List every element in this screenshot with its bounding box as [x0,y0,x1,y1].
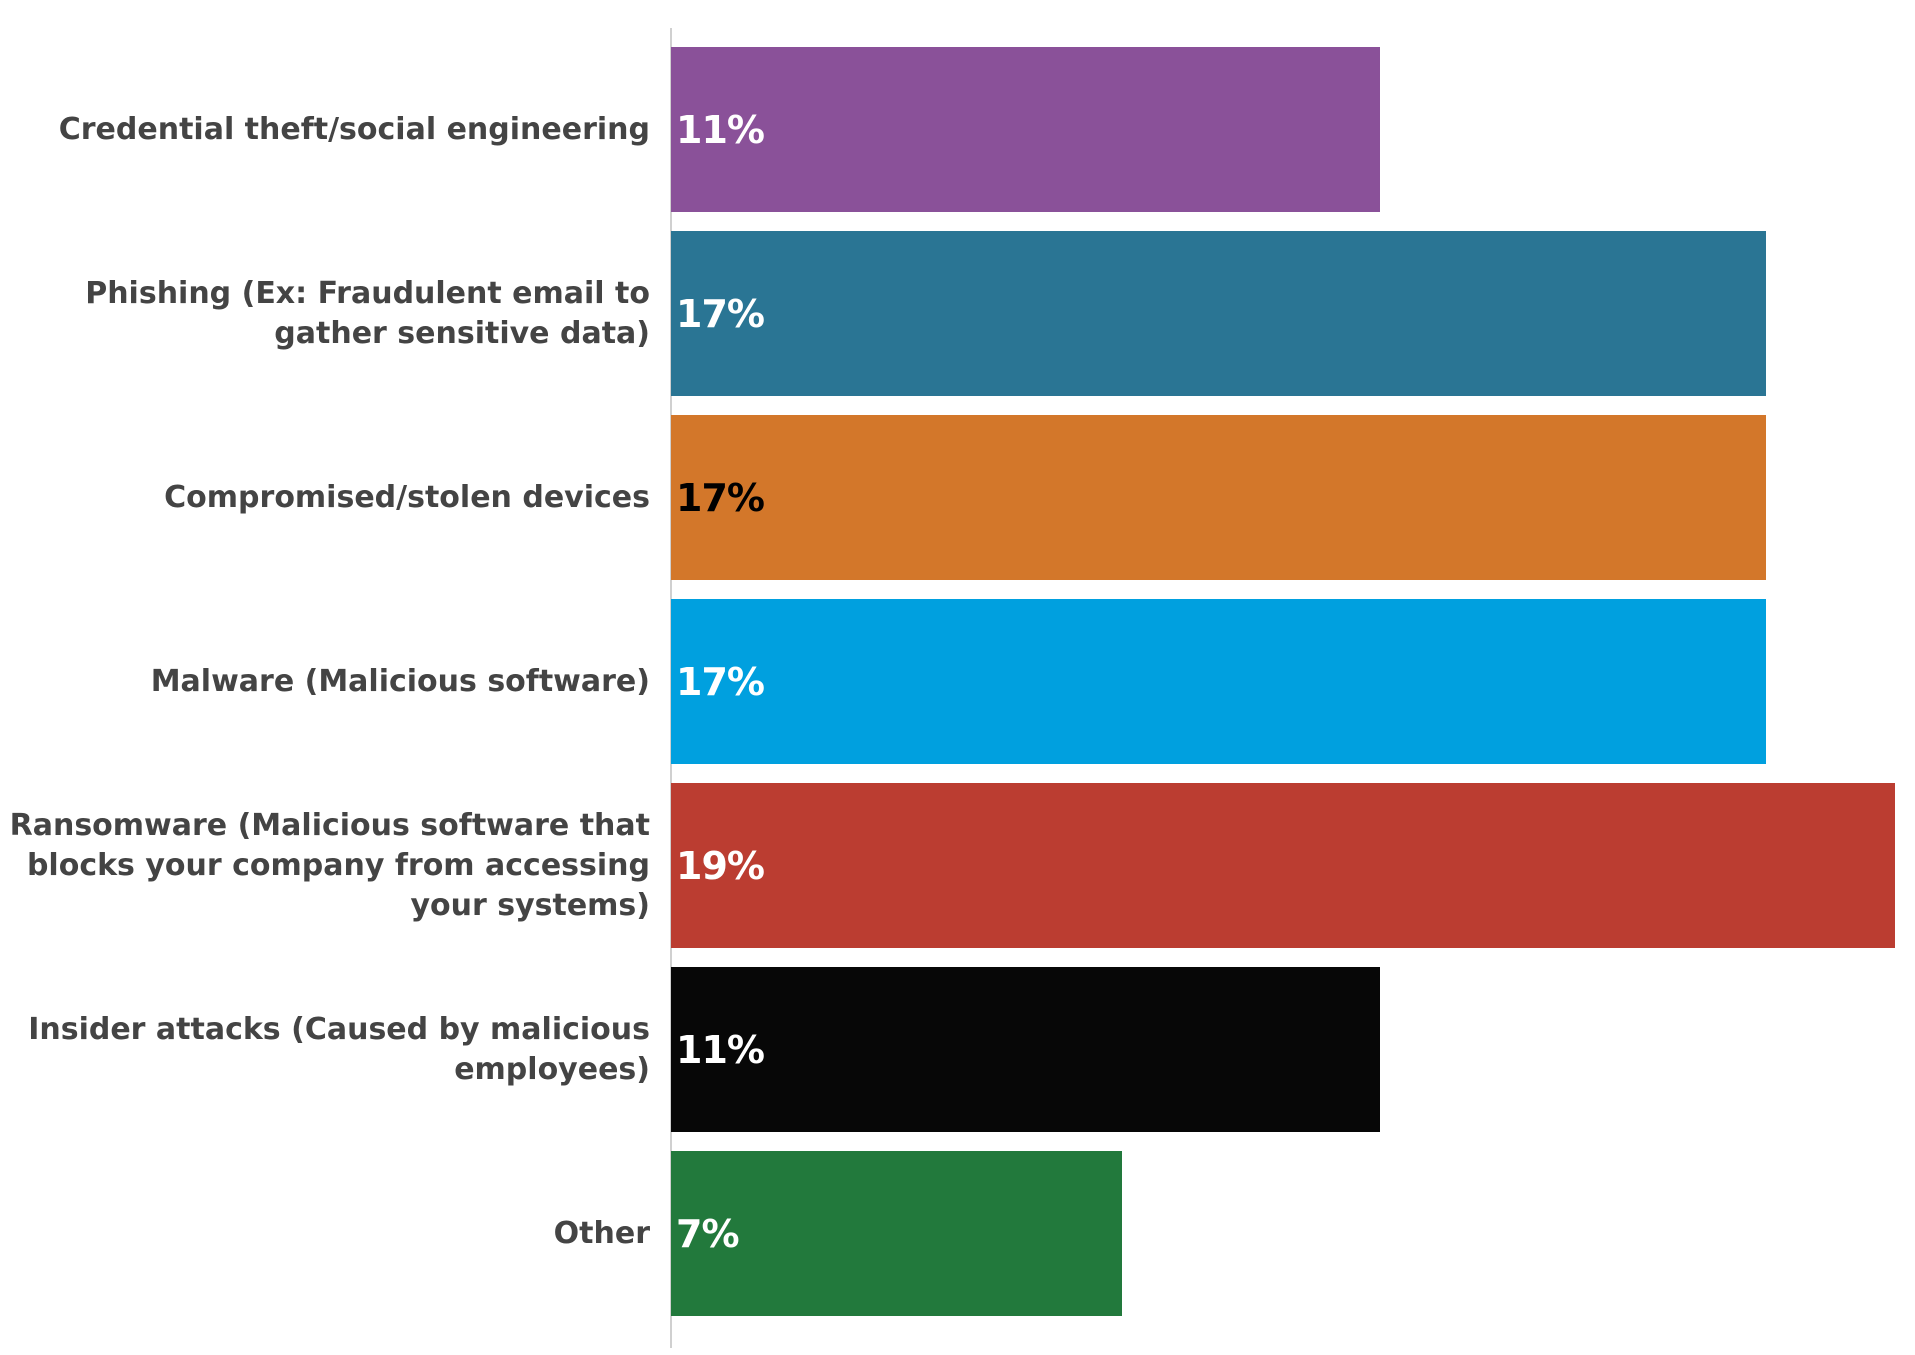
category-label: Other [553,1215,650,1251]
bar [671,783,1895,948]
bar-value-label: 11% [676,1027,765,1072]
category-label: Ransomware (Malicious software that bloc… [9,807,650,923]
bar [671,1151,1122,1316]
bar-value-label: 7% [676,1211,740,1256]
bar [671,415,1767,580]
bar [671,599,1767,764]
bar [671,231,1767,396]
bar-value-label: 17% [676,291,765,336]
bar-value-label: 19% [676,843,765,888]
category-label: Compromised/stolen devices [164,479,650,515]
category-label: Insider attacks (Caused by malicious emp… [28,1011,650,1087]
bar-value-label: 11% [676,107,765,152]
category-label: Malware (Malicious software) [150,663,650,699]
bar [671,47,1380,212]
bar-value-label: 17% [676,659,765,704]
bar [671,967,1380,1132]
category-label: Phishing (Ex: Fraudulent email to gather… [85,275,650,351]
category-label: Credential theft/social engineering [58,111,650,147]
bar-value-label: 17% [676,475,765,520]
